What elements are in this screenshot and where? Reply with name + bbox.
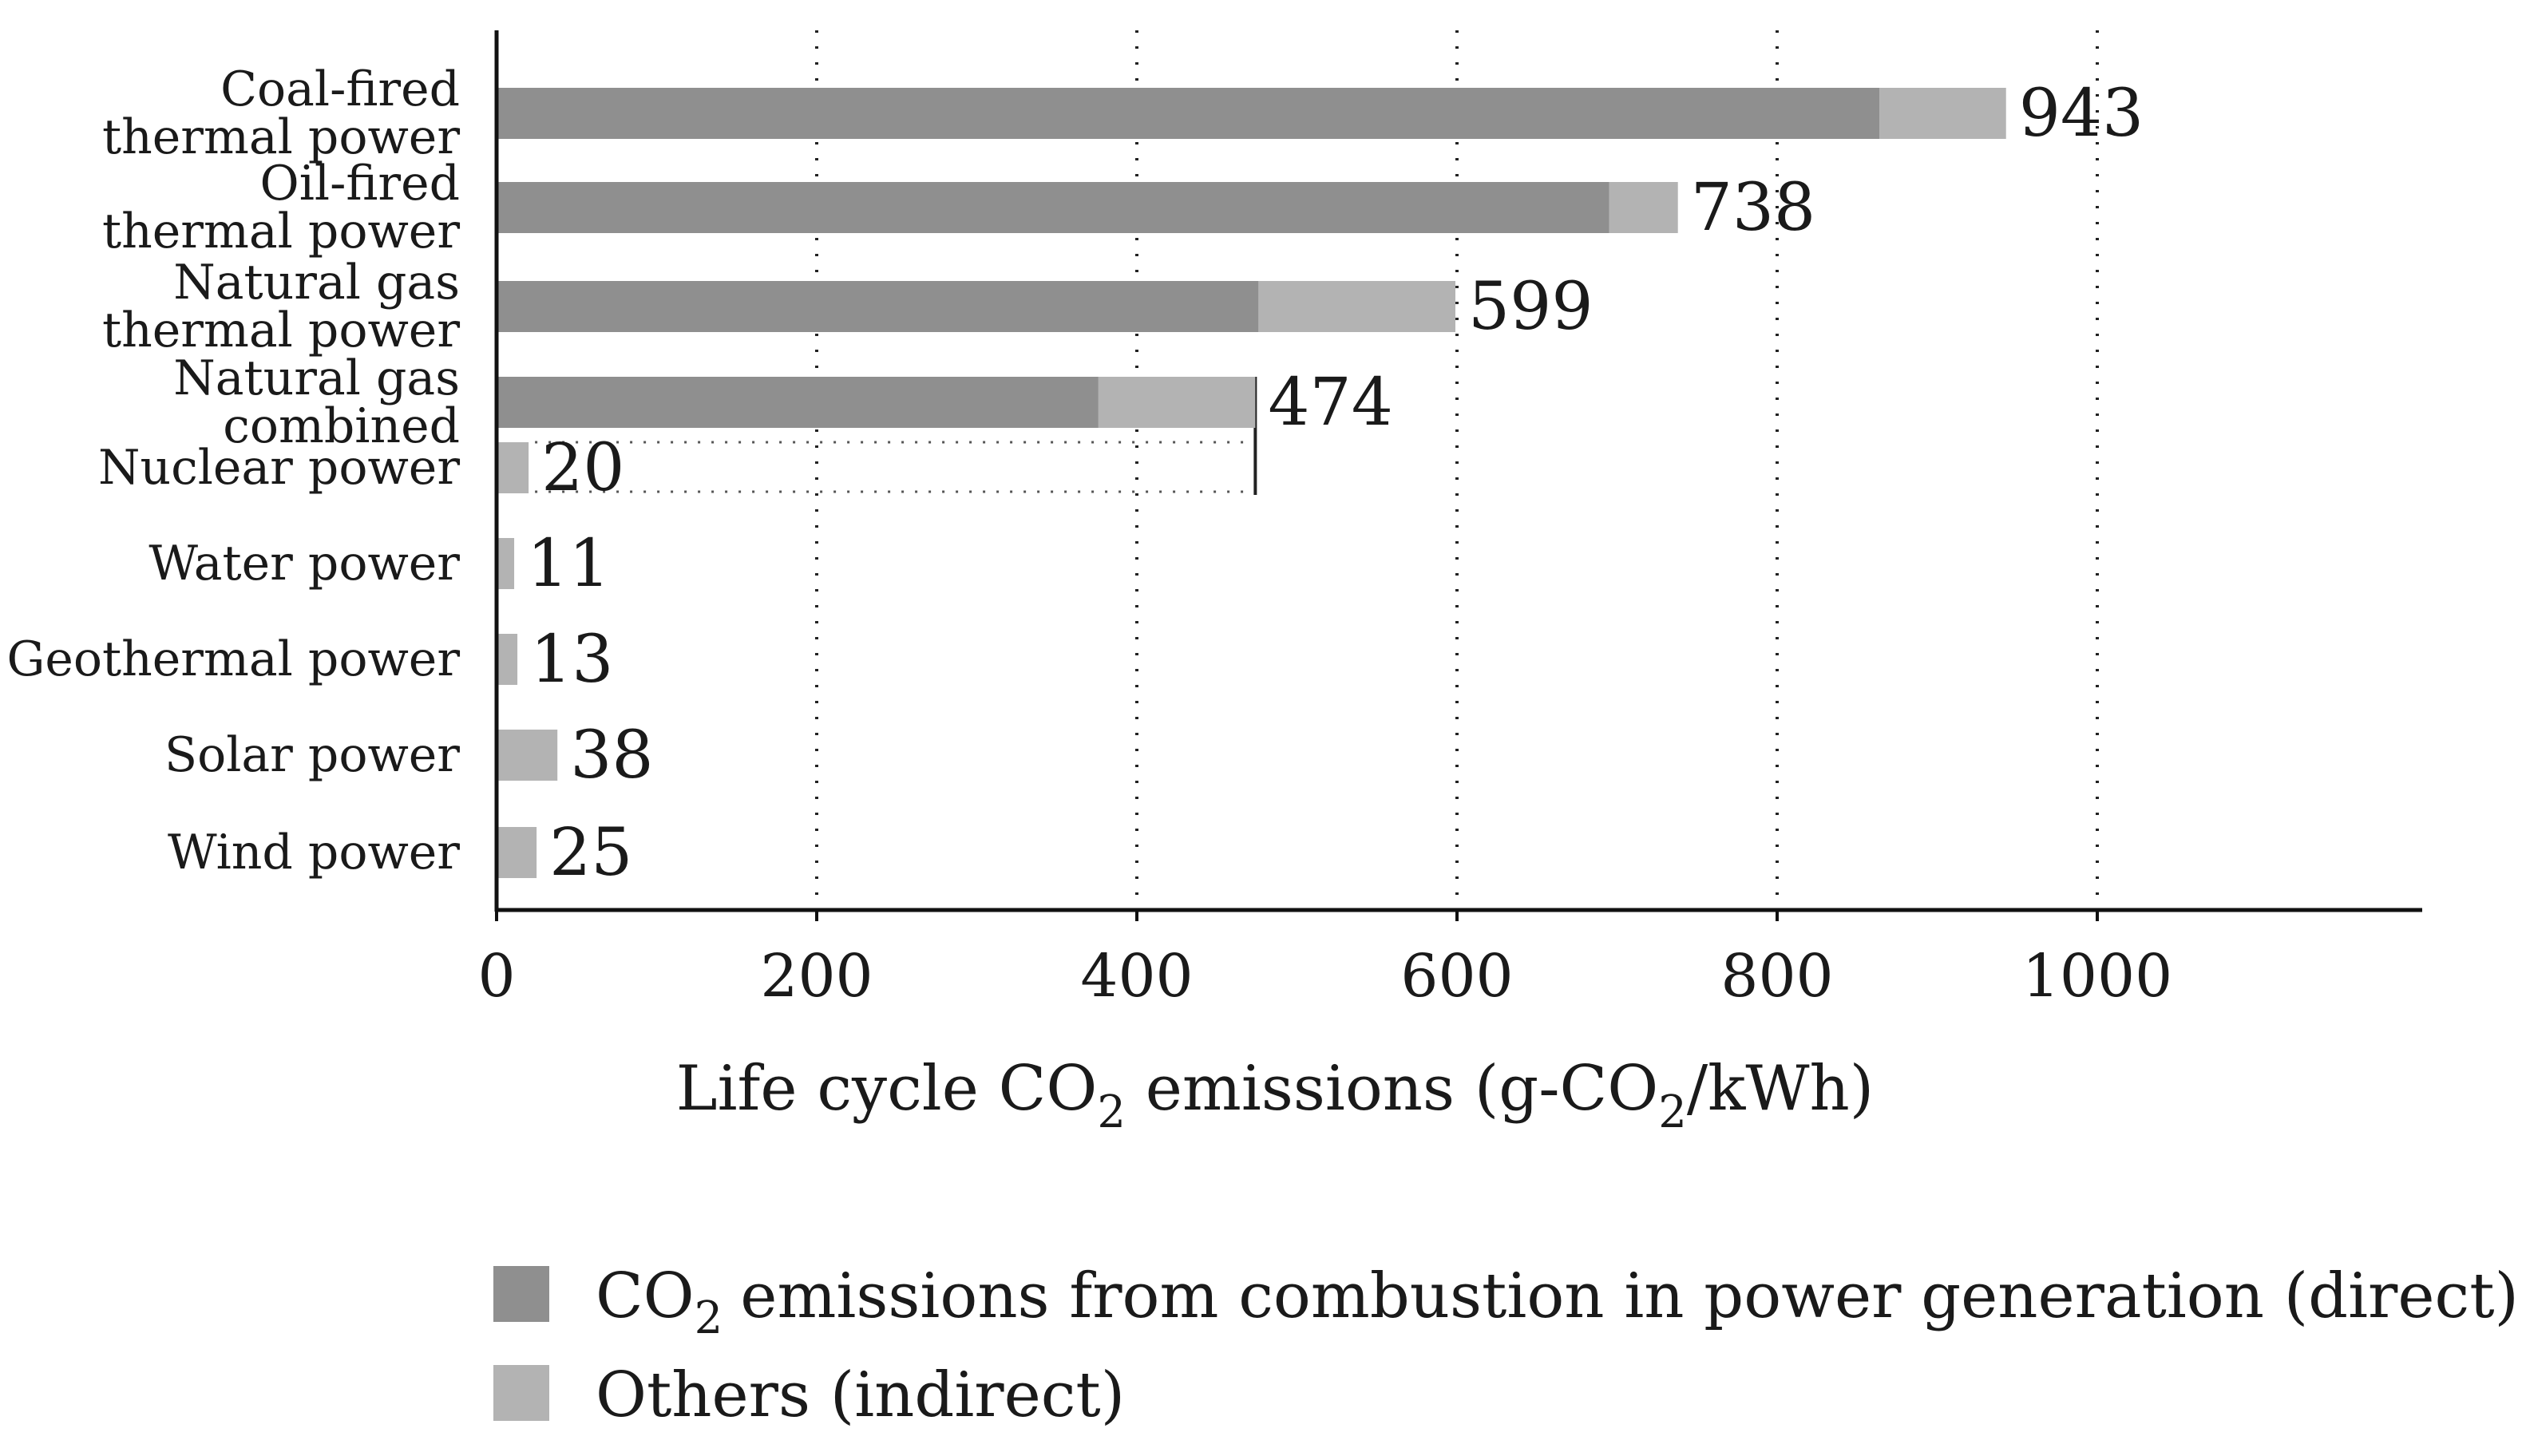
bar-indirect: [497, 538, 515, 589]
value-label: 38: [570, 718, 653, 793]
category-label: Coal-fired thermal power: [102, 61, 460, 165]
grid-lines: [815, 30, 2099, 910]
bar-direct: [497, 88, 1880, 139]
bar-indirect: [497, 730, 558, 781]
x-ticks: 0 200 400 600 800 1000: [477, 910, 2172, 1011]
value-label: 11: [527, 526, 610, 602]
legend: CO2 emissions from combustion in power ge…: [493, 1260, 2519, 1431]
bar-direct: [497, 182, 1609, 233]
x-tick-label: 800: [1720, 942, 1833, 1011]
value-label: 474: [1268, 365, 1393, 441]
x-tick-label: 0: [477, 942, 515, 1011]
category-label: Wind power: [168, 825, 460, 880]
value-label: 943: [2019, 76, 2144, 152]
legend-label-indirect: Others (indirect): [596, 1359, 1125, 1431]
x-tick-label: 1000: [2022, 942, 2172, 1011]
value-label: 13: [530, 622, 613, 698]
legend-swatch-indirect: [493, 1365, 549, 1421]
bar-direct: [497, 281, 1259, 332]
value-labels: 943 738 599 474 20 11 13 38 25: [527, 76, 2144, 891]
bar-indirect: [497, 827, 537, 878]
category-label: Water power: [148, 536, 460, 592]
legend-swatch-direct: [493, 1266, 549, 1322]
bar-indirect: [1258, 281, 1455, 332]
legend-label-direct: CO2 emissions from combustion in power ge…: [596, 1260, 2519, 1344]
x-tick-label: 400: [1080, 942, 1193, 1011]
category-label: Natural gas thermal power: [102, 255, 460, 358]
category-label: Nuclear power: [98, 440, 460, 496]
value-label: 25: [549, 815, 632, 891]
value-label: 599: [1468, 269, 1594, 345]
category-label: Geothermal power: [6, 631, 460, 687]
value-label: 20: [541, 430, 624, 506]
bar-direct: [497, 377, 1099, 428]
bar-indirect: [1879, 88, 2006, 139]
x-tick-label: 200: [760, 942, 873, 1011]
bar-indirect: [1609, 182, 1678, 233]
category-label: Oil-fired thermal power: [102, 156, 460, 259]
category-label: Solar power: [164, 727, 460, 783]
bar-indirect: [497, 442, 529, 493]
category-label: Natural gas combined: [173, 350, 460, 454]
axes: [494, 30, 2422, 912]
x-tick-label: 600: [1400, 942, 1513, 1011]
x-axis-title: Life cycle CO2 emissions (g-CO2/kWh): [676, 1053, 1874, 1138]
value-label: 738: [1691, 170, 1816, 246]
bar-indirect: [497, 634, 518, 685]
bars-group: [497, 88, 2006, 878]
bar-indirect: [1098, 377, 1256, 428]
